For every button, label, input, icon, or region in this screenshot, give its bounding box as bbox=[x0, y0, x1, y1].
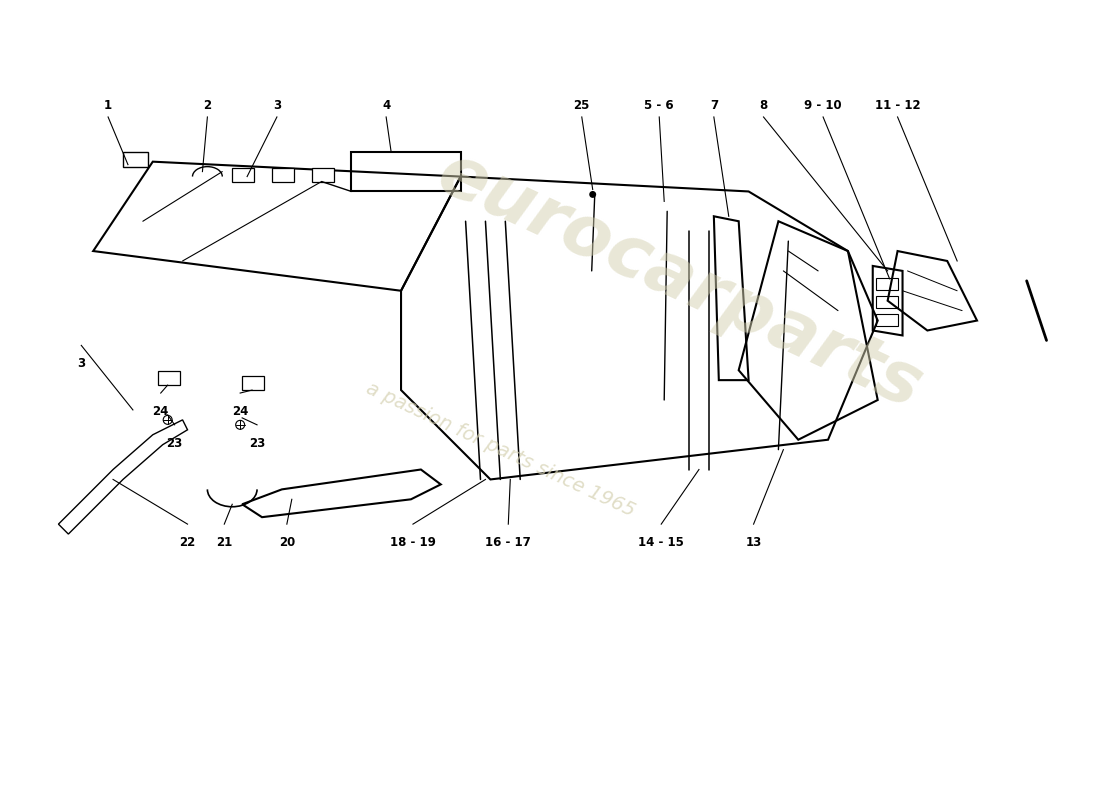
Text: 8: 8 bbox=[759, 99, 768, 112]
Text: 21: 21 bbox=[217, 536, 232, 549]
Bar bbox=[876, 314, 898, 326]
Text: 5 - 6: 5 - 6 bbox=[645, 99, 674, 112]
Bar bbox=[272, 168, 294, 182]
Text: 3: 3 bbox=[77, 358, 86, 370]
Text: 18 - 19: 18 - 19 bbox=[390, 536, 436, 549]
Text: 4: 4 bbox=[382, 99, 390, 112]
Bar bbox=[157, 371, 179, 385]
Bar bbox=[876, 296, 898, 308]
Text: 2: 2 bbox=[204, 99, 211, 112]
Text: 24: 24 bbox=[232, 405, 249, 418]
Text: 7: 7 bbox=[710, 99, 718, 112]
Text: 11 - 12: 11 - 12 bbox=[874, 99, 921, 112]
Text: 9 - 10: 9 - 10 bbox=[804, 99, 842, 112]
Text: 3: 3 bbox=[273, 99, 280, 112]
Bar bbox=[242, 376, 264, 390]
Bar bbox=[876, 278, 898, 290]
Circle shape bbox=[590, 191, 596, 198]
Text: 14 - 15: 14 - 15 bbox=[638, 536, 684, 549]
Text: 13: 13 bbox=[746, 536, 761, 549]
Bar bbox=[311, 168, 333, 182]
Text: 23: 23 bbox=[166, 437, 183, 450]
Text: 25: 25 bbox=[573, 99, 590, 112]
Text: 1: 1 bbox=[104, 99, 112, 112]
Text: eurocarparts: eurocarparts bbox=[426, 138, 933, 423]
Bar bbox=[123, 152, 147, 166]
Text: a passion for parts since 1965: a passion for parts since 1965 bbox=[363, 379, 638, 521]
Text: 22: 22 bbox=[179, 536, 196, 549]
Text: 20: 20 bbox=[278, 536, 295, 549]
Text: 16 - 17: 16 - 17 bbox=[485, 536, 531, 549]
Text: 23: 23 bbox=[249, 437, 265, 450]
Text: 24: 24 bbox=[153, 405, 169, 418]
Bar bbox=[232, 168, 254, 182]
